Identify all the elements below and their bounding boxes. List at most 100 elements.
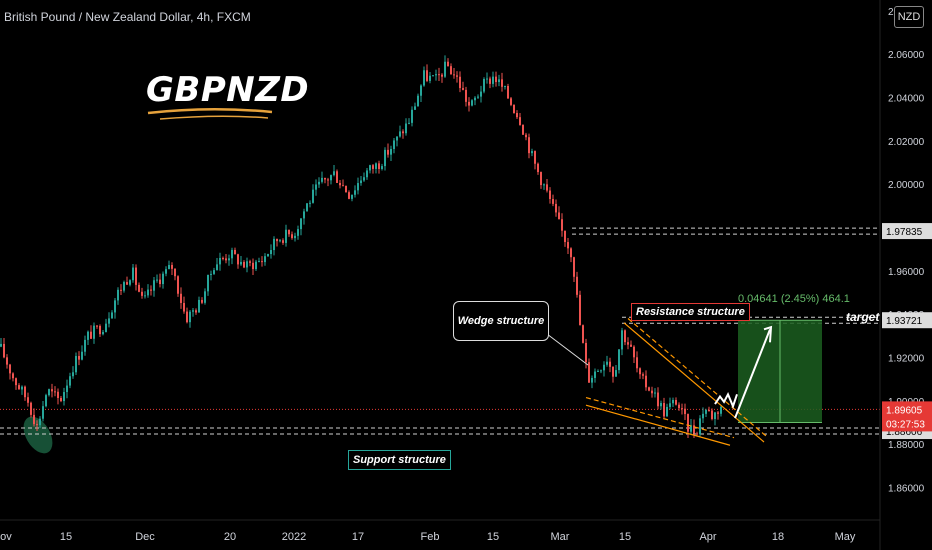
- candle-body: [594, 371, 596, 378]
- candle-body: [366, 170, 368, 178]
- time-tick-label: May: [835, 531, 856, 543]
- candle-body: [324, 177, 326, 180]
- candle-body: [345, 185, 347, 193]
- candle-body: [96, 325, 98, 327]
- candle-body: [591, 377, 593, 383]
- candle-body: [684, 408, 686, 415]
- support-ellipse: [23, 416, 53, 454]
- candle-body: [549, 190, 551, 200]
- candle-body: [57, 391, 59, 398]
- candle-body: [39, 418, 41, 426]
- candle-body: [429, 75, 431, 81]
- candle-body: [3, 343, 5, 358]
- candle-body: [603, 364, 605, 371]
- time-tick-label: Apr: [699, 531, 716, 543]
- candle-body: [699, 418, 701, 435]
- wedge-line: [585, 397, 735, 439]
- candle-body: [63, 392, 65, 402]
- candle-body: [198, 299, 200, 313]
- candle-body: [456, 75, 458, 77]
- candle-body: [624, 330, 626, 343]
- brand-title: GBPNZD: [146, 70, 310, 110]
- candle-body: [720, 406, 722, 414]
- candle-body: [225, 258, 227, 261]
- candle-body: [165, 269, 167, 274]
- candle-body: [393, 140, 395, 149]
- candle-body: [147, 289, 149, 296]
- wedge-pointer: [546, 333, 589, 366]
- candle-body: [192, 310, 194, 312]
- resistance-price-tag-bg: [882, 223, 932, 240]
- candle-body: [6, 357, 8, 365]
- candle-body: [306, 203, 308, 212]
- candle-body: [36, 424, 38, 426]
- candlesticks: [0, 55, 722, 439]
- candle-body: [99, 325, 101, 335]
- candle-body: [468, 101, 470, 106]
- candle-body: [573, 257, 575, 277]
- candle-body: [132, 267, 134, 281]
- candle-body: [15, 378, 17, 386]
- candle-body: [402, 131, 404, 134]
- candle-body: [207, 274, 209, 292]
- candle-body: [558, 212, 560, 220]
- candle-body: [675, 399, 677, 405]
- candle-body: [348, 192, 350, 199]
- candle-body: [360, 180, 362, 184]
- candle-body: [372, 165, 374, 169]
- candle-body: [243, 261, 245, 268]
- candle-body: [420, 85, 422, 96]
- candle-body: [54, 391, 56, 393]
- candle-body: [585, 342, 587, 363]
- candle-body: [210, 273, 212, 275]
- candle-body: [501, 79, 503, 87]
- candle-body: [633, 346, 635, 358]
- candle-body: [462, 88, 464, 90]
- currency-badge[interactable]: NZD: [894, 6, 924, 28]
- candle-body: [291, 234, 293, 239]
- countdown-tag: 03:27:53: [886, 419, 925, 430]
- candle-body: [471, 100, 473, 106]
- candle-body: [156, 279, 158, 281]
- current-price-tag-bg: [882, 401, 932, 432]
- candle-body: [363, 177, 365, 181]
- candle-body: [219, 257, 221, 265]
- candle-body: [537, 163, 539, 173]
- candle-body: [693, 425, 695, 434]
- candle-body: [231, 249, 233, 259]
- candle-body: [582, 325, 584, 343]
- candle-body: [150, 289, 152, 291]
- measure-label: 0.04641 (2.45%) 464.1: [738, 293, 850, 305]
- candle-body: [423, 70, 425, 86]
- current-price-tag: 1.89605: [886, 405, 923, 416]
- candle-body: [477, 96, 479, 98]
- candle-body: [222, 257, 224, 259]
- candle-body: [0, 343, 2, 347]
- candle-body: [711, 410, 713, 419]
- candle-body: [597, 370, 599, 372]
- candle-body: [180, 293, 182, 303]
- time-tick-label: 15: [60, 531, 72, 543]
- price-tick-label: 1.88000: [888, 440, 925, 451]
- candle-body: [657, 392, 659, 407]
- price-tick-label: 2.06000: [888, 50, 925, 61]
- candle-body: [126, 282, 128, 285]
- candle-body: [288, 229, 290, 235]
- candle-body: [105, 323, 107, 332]
- support-price-tag: 1.88606: [886, 427, 923, 438]
- candle-body: [528, 137, 530, 154]
- candle-body: [135, 267, 137, 285]
- candle-body: [267, 254, 269, 257]
- candle-body: [687, 414, 689, 432]
- candle-body: [480, 91, 482, 97]
- candle-body: [534, 151, 536, 164]
- wedge-line: [623, 322, 765, 443]
- candle-body: [141, 291, 143, 296]
- candle-body: [261, 261, 263, 263]
- candle-body: [606, 361, 608, 365]
- candle-body: [102, 331, 104, 335]
- candle-body: [72, 372, 74, 377]
- time-tick-label: 17: [352, 531, 364, 543]
- candle-body: [42, 406, 44, 419]
